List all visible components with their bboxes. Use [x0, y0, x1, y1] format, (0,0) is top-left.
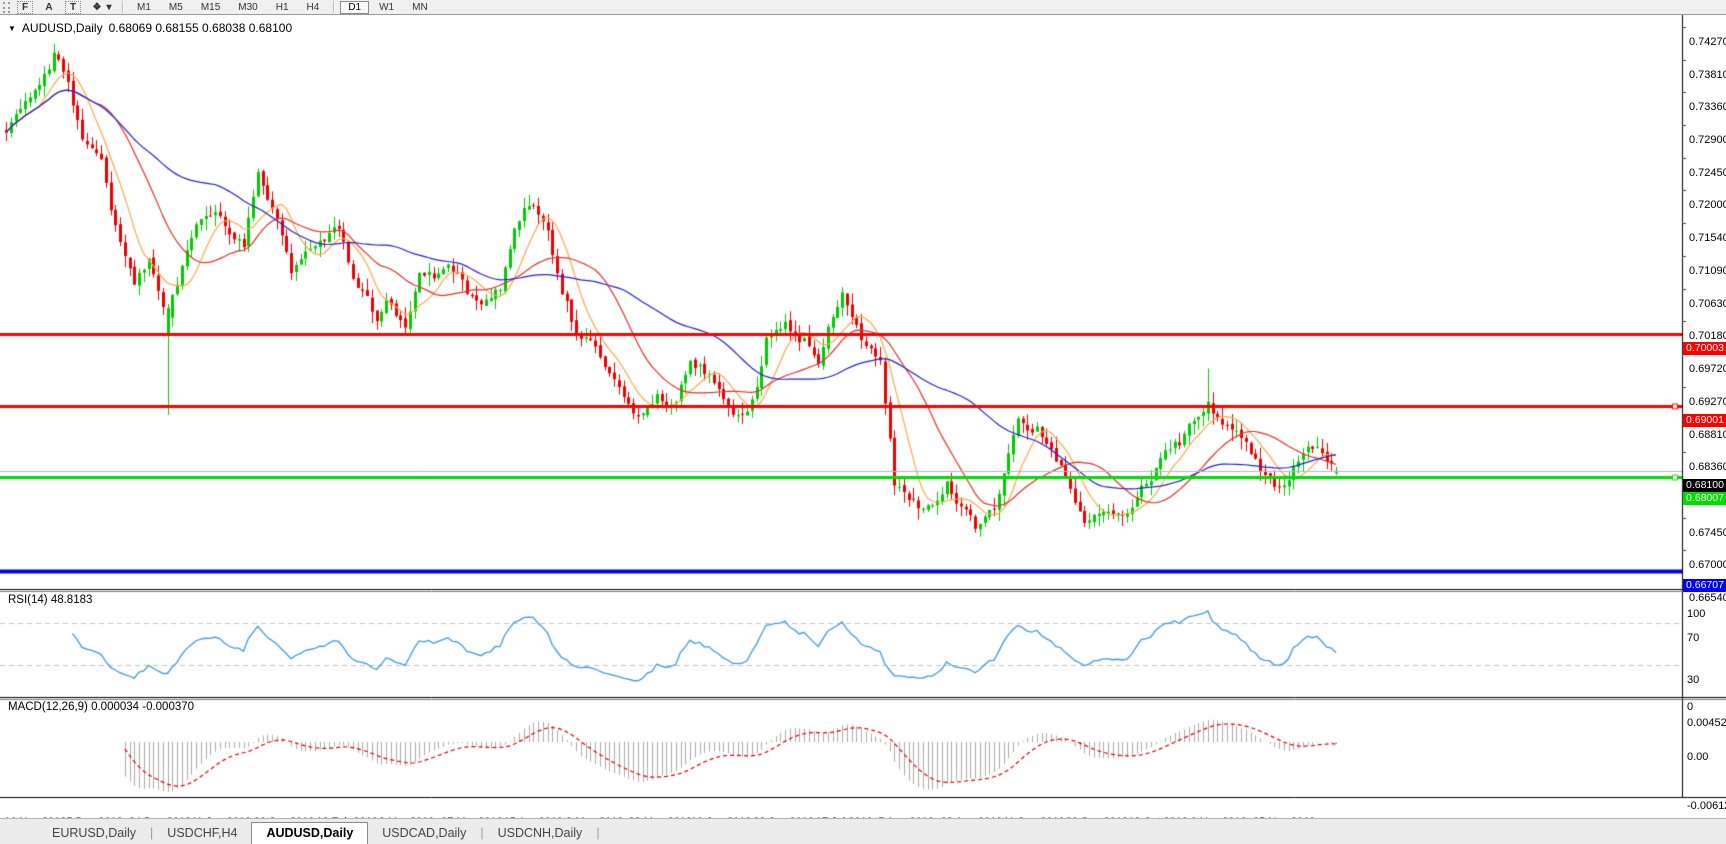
price-level-badge: 0.68007 [1683, 492, 1726, 506]
toolbar-drag-handle-icon[interactable] [3, 1, 10, 13]
chart-tab-audusd-daily[interactable]: AUDUSD,Daily [251, 822, 369, 844]
rsi-indicator-label: RSI(14) 48.8183 [8, 594, 93, 606]
price-axis-tick-label: 0.72450 [1689, 166, 1726, 179]
chart-symbol-period: AUDUSD,Daily [21, 21, 103, 35]
macd-axis-tick-label: 0.004528 [1687, 717, 1726, 729]
price-axis-tick-label: 0.72900 [1689, 134, 1726, 147]
timeframe-button-w1[interactable]: W1 [379, 1, 395, 13]
price-axis-tick-label: 0.70180 [1689, 330, 1726, 343]
chart-area: ▼ AUDUSD,Daily 0.68069 0.68155 0.68038 0… [0, 15, 1726, 828]
chart-tab-usdchf-h4[interactable]: USDCHF,H4 [167, 826, 238, 840]
price-axis-tick-label: 0.71090 [1689, 264, 1726, 277]
timeframe-button-h4[interactable]: H4 [306, 1, 320, 13]
tab-separator: | [480, 826, 484, 840]
collapse-triangle-icon[interactable]: ▼ [8, 23, 16, 33]
price-axis-tick-label: 0.74270 [1689, 35, 1726, 48]
price-level-badge: 0.68100 [1683, 479, 1726, 493]
objects-grid-icon[interactable]: F [17, 0, 33, 14]
chart-tab-usdcad-daily[interactable]: USDCAD,Daily [382, 826, 467, 840]
text-label-icon[interactable]: A [45, 1, 53, 13]
timeframe-button-group: M1 M5 M15 M30 H1 H4 D1 W1 MN [128, 0, 437, 14]
price-axis-tick-label: 0.66540 [1689, 591, 1726, 604]
macd-axis-tick-label: -0.006122 [1687, 800, 1726, 812]
timeframe-button-m30[interactable]: M30 [238, 1, 258, 13]
timeframe-button-m5[interactable]: M5 [168, 1, 183, 13]
price-axis-tick-label: 0.67000 [1689, 558, 1726, 571]
tab-separator: | [596, 826, 600, 840]
price-level-badge: 0.70003 [1683, 342, 1726, 356]
chart-ohlc-values: 0.68069 0.68155 0.68038 0.68100 [108, 21, 293, 35]
price-axis-tick-label: 0.70630 [1689, 297, 1726, 310]
rsi-axis-tick-label: 0 [1687, 701, 1694, 713]
price-axis-tick-label: 0.73810 [1689, 68, 1726, 81]
chart-tab-bar: EURUSD,Daily | USDCHF,H4 AUDUSD,Daily USDCAD… [0, 818, 1726, 844]
macd-indicator-label: MACD(12,26,9) 0.000034 -0.000370 [8, 701, 195, 713]
timeframe-button-m15[interactable]: M15 [200, 1, 221, 13]
rsi-axis-tick-label: 70 [1687, 632, 1700, 644]
price-level-badge: 0.69001 [1683, 414, 1726, 428]
toolbar: F A T ❖ ▾ M1 M5 M15 M30 H1 H4 D1 W1 MN [0, 0, 1726, 15]
rsi-axis-tick-label: 30 [1687, 674, 1700, 686]
price-chart-canvas[interactable] [0, 15, 1726, 818]
price-axis-tick-label: 0.69720 [1689, 363, 1726, 376]
price-axis-tick-label: 0.69270 [1689, 395, 1726, 408]
chart-tab-usdcnh-daily[interactable]: USDCNH,Daily [497, 826, 583, 840]
price-axis-tick-label: 0.68810 [1689, 428, 1726, 441]
dropdown-arrow-icon[interactable]: ▾ [106, 1, 112, 13]
timeframe-button-d1[interactable]: D1 [340, 0, 370, 14]
timeframe-button-mn[interactable]: MN [412, 1, 428, 13]
indicators-icon[interactable]: ❖ [92, 1, 102, 13]
price-level-badge: 0.66707 [1683, 579, 1726, 593]
price-axis-tick-label: 0.68360 [1689, 461, 1726, 474]
toolbar-separator [122, 1, 123, 13]
timeframe-button-m1[interactable]: M1 [137, 1, 151, 13]
macd-axis-tick-label: 0.00 [1687, 751, 1709, 763]
rsi-axis-tick-label: 100 [1687, 608, 1706, 620]
toolbar-separator [333, 1, 335, 13]
timeframe-button-h1[interactable]: H1 [275, 1, 289, 13]
text-box-icon[interactable]: T [65, 0, 81, 14]
price-axis-tick-label: 0.73360 [1689, 101, 1726, 114]
price-axis-tick-label: 0.71540 [1689, 232, 1726, 245]
chart-tab-eurusd-daily[interactable]: EURUSD,Daily [52, 826, 137, 840]
price-axis-tick-label: 0.72000 [1689, 199, 1726, 212]
chart-title: ▼ AUDUSD,Daily 0.68069 0.68155 0.68038 0… [8, 21, 292, 35]
tab-separator: | [150, 826, 154, 840]
price-axis-tick-label: 0.67450 [1689, 526, 1726, 539]
